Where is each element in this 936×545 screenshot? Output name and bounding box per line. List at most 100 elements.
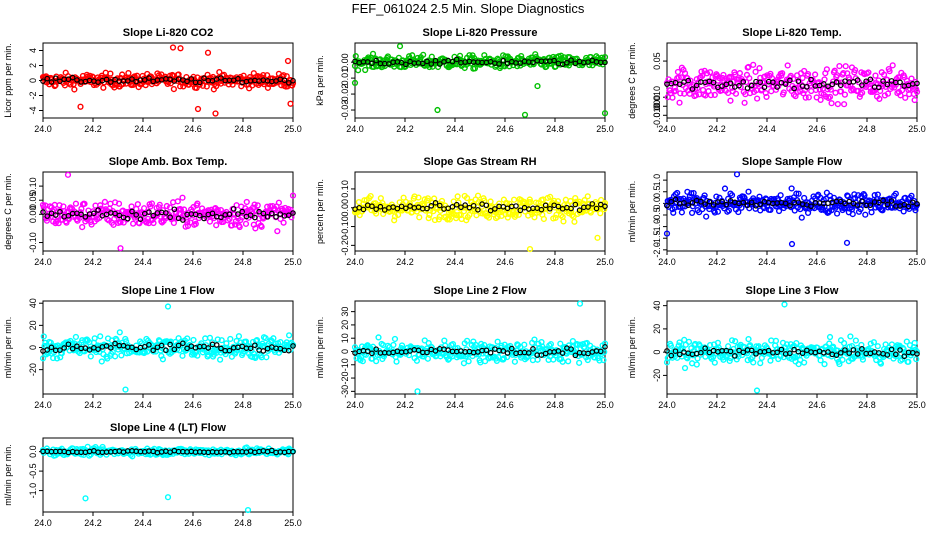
- x-tick-label: 25.0: [908, 257, 926, 267]
- reference-point: [782, 81, 789, 87]
- data-point: [435, 216, 442, 223]
- x-tick-label: 24.6: [808, 400, 826, 410]
- reference-point: [180, 217, 186, 223]
- x-tick-label: 25.0: [908, 124, 926, 134]
- y-axis-label: ml/min per min.: [627, 317, 637, 379]
- reference-point: [685, 77, 691, 84]
- reference-point: [504, 350, 511, 356]
- y-tick-label: 4: [28, 48, 38, 53]
- reference-point: [668, 352, 675, 359]
- data-point: [532, 51, 539, 58]
- reference-point: [897, 79, 903, 86]
- panel-10: Slope Line 4 (LT) Flow ml/min per min. 24.…: [3, 422, 302, 528]
- data-point: [263, 354, 270, 361]
- data-point: [913, 356, 920, 363]
- data-point: [842, 63, 849, 70]
- data-point: [601, 348, 608, 356]
- data-point: [465, 358, 472, 365]
- reference-point: [702, 345, 708, 352]
- data-point: [840, 69, 847, 77]
- data-point: [452, 215, 460, 222]
- data-point: [39, 355, 47, 362]
- data-point: [466, 211, 473, 219]
- reference-point: [269, 447, 275, 454]
- data-point: [150, 219, 157, 227]
- outlier-point: [414, 388, 421, 395]
- data-point: [754, 95, 761, 102]
- data-point: [836, 63, 843, 70]
- reference-point: [901, 353, 908, 360]
- reference-point: [710, 79, 717, 86]
- reference-point: [542, 202, 549, 209]
- outlier-point: [753, 387, 761, 394]
- reference-point: [218, 75, 224, 81]
- data-point: [547, 193, 554, 200]
- reference-point: [428, 203, 435, 209]
- reference-point: [740, 79, 747, 85]
- x-tick-label: 24.2: [84, 257, 102, 267]
- y-tick-label: -0.10: [28, 232, 38, 253]
- y-tick-label: -4: [28, 106, 38, 114]
- reference-point: [369, 350, 375, 357]
- reference-point: [867, 76, 874, 83]
- reference-point: [290, 210, 296, 216]
- reference-point: [702, 201, 708, 207]
- reference-point: [689, 86, 696, 92]
- y-tick-label: 10: [340, 333, 350, 343]
- x-tick-label: 24.4: [134, 124, 152, 134]
- reference-point: [403, 205, 409, 212]
- reference-point: [765, 347, 772, 354]
- reference-point: [837, 82, 844, 89]
- data-point: [227, 335, 234, 343]
- data-point: [79, 224, 86, 231]
- y-tick-label: -0.03: [340, 100, 350, 121]
- outlier-point: [594, 234, 601, 241]
- data-point: [732, 338, 739, 345]
- data-point: [100, 84, 107, 91]
- x-tick-label: 24.4: [758, 400, 776, 410]
- data-point: [97, 333, 104, 340]
- reference-point: [854, 202, 861, 208]
- y-tick-label: 0.00: [340, 199, 350, 217]
- y-tick-label: 20: [28, 320, 38, 330]
- data-point: [841, 91, 848, 98]
- reference-point: [146, 75, 152, 81]
- reference-point: [247, 212, 254, 218]
- data-point: [228, 222, 235, 229]
- outlier-point: [204, 49, 212, 56]
- outlier-point: [244, 506, 252, 514]
- reference-point: [432, 200, 439, 206]
- reference-point: [761, 84, 768, 91]
- data-point: [236, 223, 243, 231]
- x-tick-label: 24.4: [446, 124, 464, 134]
- reference-point: [180, 340, 186, 347]
- x-tick-label: 24.8: [234, 257, 252, 267]
- data-point: [855, 192, 862, 199]
- outlier-point: [194, 105, 202, 113]
- reference-point: [676, 351, 683, 358]
- reference-point: [116, 212, 123, 219]
- data-point: [859, 89, 866, 96]
- reference-point: [795, 78, 802, 84]
- data-point: [568, 208, 575, 215]
- data-point: [485, 214, 493, 221]
- data-point: [905, 358, 912, 365]
- data-point: [565, 358, 572, 365]
- data-point: [352, 53, 359, 60]
- data-point: [750, 61, 757, 68]
- data-point: [47, 213, 54, 220]
- data-point: [763, 93, 770, 101]
- panel-5: Slope Gas Stream RH percent per min. 24.0 2…: [315, 156, 614, 267]
- reference-point: [568, 57, 574, 63]
- reference-point: [884, 352, 891, 358]
- reference-point: [188, 76, 195, 82]
- reference-point: [602, 344, 608, 350]
- data-point: [194, 200, 201, 207]
- reference-point: [290, 448, 296, 455]
- reference-point: [424, 58, 430, 65]
- data-point: [727, 97, 734, 104]
- data-point: [738, 204, 745, 211]
- x-tick-label: 24.6: [496, 124, 514, 134]
- data-point: [546, 207, 553, 215]
